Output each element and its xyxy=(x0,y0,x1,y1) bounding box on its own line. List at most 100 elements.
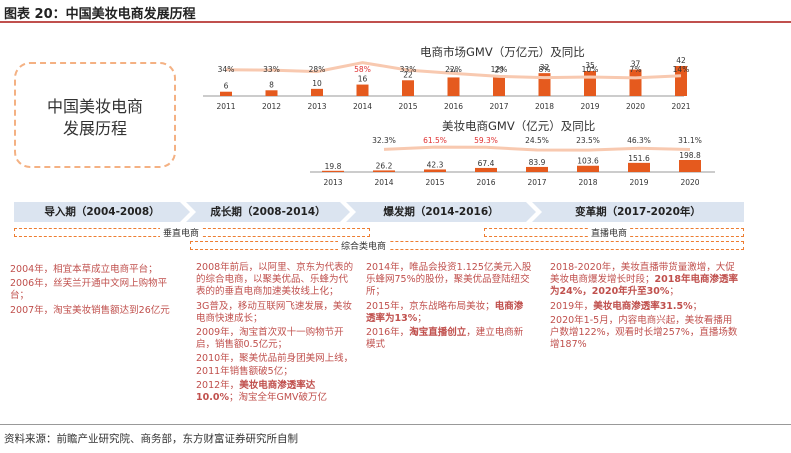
chart2-bar xyxy=(628,162,650,172)
chart2-bar xyxy=(526,166,548,172)
chart1-bar xyxy=(584,71,596,96)
chart2-yoy-label: 23.5% xyxy=(576,136,600,145)
chart1-yoy-label: 34% xyxy=(218,65,235,74)
chart1-bar xyxy=(447,77,460,96)
column-0-entry-0: 2004年，相宜本草成立电商平台； xyxy=(10,264,158,275)
chart2-x-tick: 2014 xyxy=(374,178,393,187)
chart2-yoy-label: 24.5% xyxy=(525,136,549,145)
channel-comprehensive-range xyxy=(190,241,744,250)
phase-growth: 成长期（2008-2014） xyxy=(186,202,350,222)
column-1-entry-0: 2008年前后，以阿里、京东为代表的的综合电商，以聚美优品、乐蜂为代表的的垂直电… xyxy=(196,262,354,298)
chart1-yoy-label: 8% xyxy=(539,65,551,74)
chart1-bar xyxy=(493,75,505,96)
column-0-entry-2: 2007年，淘宝美妆销售额达到26亿元 xyxy=(10,304,170,316)
chart1-bar xyxy=(675,66,687,96)
chart1-value-label: 22 xyxy=(403,70,413,79)
chart2-value-label: 83.9 xyxy=(529,158,546,167)
chart2-bar xyxy=(424,169,446,172)
chart1-yoy-label: 10% xyxy=(582,65,599,74)
column-1-entry-4: 2012年，美妆电商渗透率达10.0%；淘宝全年GMV破万亿 xyxy=(196,379,328,404)
chart2-bar xyxy=(475,167,497,172)
phase-intro: 导入期（2004-2008） xyxy=(14,202,190,222)
title-box-line2: 发展历程 xyxy=(62,119,127,138)
chart1-x-tick: 2019 xyxy=(580,102,599,111)
chart2-value-label: 19.8 xyxy=(325,162,342,171)
top-divider xyxy=(0,21,791,23)
chart2-yoy-label: 61.5% xyxy=(423,136,447,145)
chart1-x-tick: 2018 xyxy=(535,102,554,111)
chart1-bar xyxy=(220,91,232,96)
phase-boom: 爆发期（2014-2016） xyxy=(346,202,536,222)
chart1-bar xyxy=(402,80,414,96)
chart2-value-label: 26.2 xyxy=(376,161,393,170)
chart2-bar xyxy=(577,165,599,172)
chart2-value-label: 42.3 xyxy=(427,160,444,169)
column-3-entry-1: 2019年，美妆电商渗透率31.5%； xyxy=(550,300,703,312)
chart1-x-tick: 2016 xyxy=(444,102,463,111)
column-growth: 2008年前后，以阿里、京东为代表的的综合电商，以聚美优品、乐蜂为代表的的垂直电… xyxy=(196,262,356,406)
channel-live-label: 直播电商 xyxy=(588,226,631,239)
chart2-bar xyxy=(679,160,701,172)
chart2-yoy-label: 31.1% xyxy=(678,136,702,145)
figure-title: 图表 20：中国美妆电商发展历程 xyxy=(4,7,196,22)
chart2-x-tick: 2016 xyxy=(476,178,495,187)
chart1-value-label: 32 xyxy=(540,63,550,72)
chart1-x-tick: 2013 xyxy=(307,102,326,111)
column-1-entry-1: 3G普及，移动互联网飞速发展，美妆电商快速成长； xyxy=(196,300,352,324)
chart2-yoy-label: 32.3% xyxy=(372,136,396,145)
chart1-x-tick: 2021 xyxy=(671,102,690,111)
chart1-yoy-line xyxy=(225,61,682,80)
phase-transform: 变革期（2017-2020年） xyxy=(532,202,744,222)
chart2-value-label: 103.6 xyxy=(577,157,599,166)
bottom-divider xyxy=(0,424,791,425)
chart1-value-label: 42 xyxy=(676,56,686,65)
chart1-yoy-label: 58% xyxy=(354,65,371,74)
chart2-yoy-label: 46.3% xyxy=(627,136,651,145)
title-box xyxy=(14,62,176,168)
chart2-x-tick: 2020 xyxy=(680,178,699,187)
column-1-entry-3: 2010年，聚美优品前身团美网上线，2011年销售额破5亿； xyxy=(196,353,354,377)
title-box-text: 中国美妆电商 发展历程 xyxy=(14,96,176,140)
column-transform: 2018-2020年，美妆直播带货量激增，大促美妆电商爆发增长时段；2018年电… xyxy=(550,262,740,353)
chart2-bar xyxy=(322,170,344,172)
chart2-x-tick: 2015 xyxy=(425,178,444,187)
column-intro: 2004年，相宜本草成立电商平台； 2006年，丝芙兰开通中文网上购物平台； 200… xyxy=(10,264,180,319)
chart1-bar xyxy=(311,88,323,96)
chart1-value-label: 16 xyxy=(358,75,368,84)
chart2-value-label: 151.6 xyxy=(628,154,650,163)
chart1-x-tick: 2014 xyxy=(353,102,372,111)
phase-transform-label: 变革期（2017-2020年） xyxy=(575,206,701,218)
chart1-x-tick: 2017 xyxy=(489,102,508,111)
column-2-entry-1: 2015年，京东战略布局美妆；电商渗透率为13%； xyxy=(366,300,524,324)
chart1-yoy-label: 14% xyxy=(673,65,690,74)
chart1-x-tick: 2015 xyxy=(398,102,417,111)
column-1-entry-2: 2009年，淘宝首次双十一购物节开启，销售额0.5亿元； xyxy=(196,327,344,351)
column-boom: 2014年，唯品会投资1.125亿美元入股乐蜂网75%的股份，聚美优品登陆纽交所… xyxy=(366,262,532,353)
chart1-x-tick: 2012 xyxy=(262,102,281,111)
chart1-bar xyxy=(356,84,369,96)
chart1-yoy-label: 22% xyxy=(445,65,462,74)
chart2-x-tick: 2017 xyxy=(527,178,546,187)
column-2-entry-2: 2016年，淘宝直播创立，建立电商新模式 xyxy=(366,327,524,351)
chart2-value-label: 67.4 xyxy=(478,159,495,168)
chart2: 19.8 2013 26.2 2014 42.3 2015 67.4 2016 83.9 2017… xyxy=(310,136,715,187)
chart2-bar xyxy=(373,170,395,172)
chart1-yoy-label: 12% xyxy=(491,65,508,74)
chart1-title: 电商市场GMV（万亿元）及同比 xyxy=(420,45,585,59)
chart1-value-label: 29 xyxy=(494,65,504,74)
column-0-entry-1: 2006年，丝芙兰开通中文网上购物平台； xyxy=(10,278,168,302)
column-3-entry-0: 2018-2020年，美妆直播带货量激增，大促美妆电商爆发增长时段；2018年电… xyxy=(550,262,738,298)
phase-intro-label: 导入期（2004-2008） xyxy=(44,206,160,218)
chart1-value-label: 10 xyxy=(312,79,322,88)
column-2-entry-0: 2014年，唯品会投资1.125亿美元入股乐蜂网75%的股份，聚美优品登陆纽交所… xyxy=(366,262,532,298)
chart1-yoy-label: 28% xyxy=(309,65,326,74)
chart1-yoy-label: 33% xyxy=(400,65,417,74)
phase-growth-label: 成长期（2008-2014） xyxy=(210,206,326,218)
chart1-bar xyxy=(629,69,642,96)
channel-vertical-label: 垂直电商 xyxy=(160,226,203,239)
source-note: 资料来源：前瞻产业研究院、商务部，东方财富证券研究所自制 xyxy=(4,433,298,445)
chart1-value-label: 37 xyxy=(631,60,641,69)
channel-comprehensive-label: 综合类电商 xyxy=(338,239,390,252)
chart1: 6201182012102013162014222015262016292017… xyxy=(203,56,691,111)
title-box-line1: 中国美妆电商 xyxy=(46,97,143,116)
